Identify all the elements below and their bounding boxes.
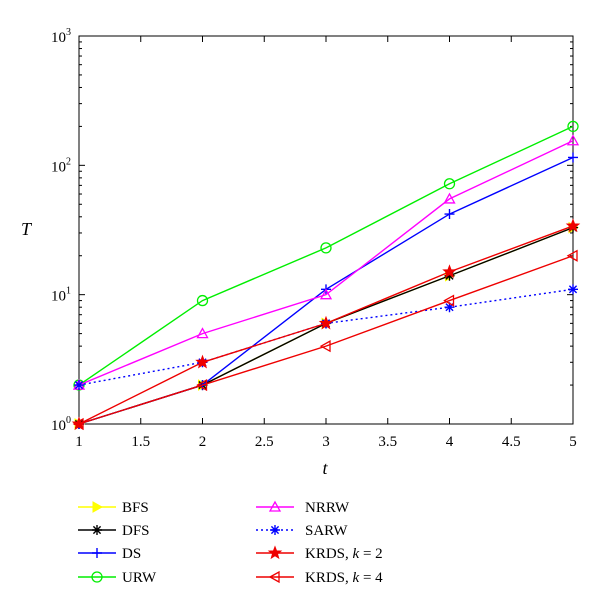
series-krds-k4	[72, 249, 578, 431]
y-tick-base: 10	[51, 289, 66, 305]
data-point	[442, 264, 457, 279]
legend-item: BFS	[78, 500, 149, 516]
data-point	[444, 302, 455, 313]
data-point	[444, 270, 455, 281]
legend-marker	[91, 571, 103, 583]
legend-item: NRRW	[256, 500, 350, 516]
legend-item: KRDS, k = 4	[256, 570, 383, 586]
y-tick-label: 101	[51, 286, 71, 305]
x-tick-label: 2.5	[255, 434, 274, 450]
x-tick-label: 1	[75, 434, 83, 450]
legend-label: DFS	[122, 523, 150, 539]
y-tick-base: 10	[51, 30, 66, 46]
legend-item: DS	[78, 546, 141, 562]
legend-marker	[270, 525, 280, 535]
y-tick-label: 100	[51, 415, 71, 434]
y-tick-base: 10	[51, 418, 66, 434]
data-point	[567, 120, 579, 133]
data-point	[72, 417, 84, 431]
y-tick-exp: 0	[66, 415, 71, 426]
y-tick-exp: 1	[66, 286, 71, 297]
series-line	[78, 140, 574, 386]
data-point	[74, 380, 84, 391]
x-axis-label: t	[322, 458, 328, 478]
legend-label: BFS	[122, 500, 149, 516]
legend-marker	[92, 525, 102, 535]
x-tick-label: 5	[569, 434, 577, 450]
legend-item: KRDS, k = 2	[256, 545, 383, 562]
y-tick-base: 10	[51, 159, 66, 175]
x-tick-label: 3.5	[378, 434, 397, 450]
data-point	[195, 354, 210, 369]
legend-marker	[267, 545, 283, 560]
data-point	[196, 327, 209, 339]
data-point	[568, 152, 578, 163]
legend-marker	[92, 501, 104, 513]
legend-item: SARW	[256, 523, 348, 539]
legend-marker	[92, 548, 102, 558]
plot-area	[78, 35, 574, 425]
data-point	[319, 340, 331, 353]
data-point	[196, 378, 208, 392]
legend-marker	[268, 570, 280, 584]
legend-label: NRRW	[305, 500, 350, 516]
y-tick-exp: 3	[66, 27, 71, 38]
y-tick-label: 103	[51, 27, 71, 46]
data-point	[318, 315, 334, 330]
y-tick-label: 102	[51, 156, 71, 175]
legend-label: KRDS, k = 2	[305, 546, 383, 562]
legend-label: DS	[122, 546, 141, 562]
y-axis-label: T	[21, 219, 33, 239]
data-point	[443, 178, 456, 190]
data-point	[443, 192, 456, 204]
x-tick-label: 1.5	[131, 434, 150, 450]
data-point	[443, 294, 455, 307]
data-point	[319, 288, 333, 300]
legend-marker	[268, 500, 282, 512]
series-line	[78, 125, 574, 386]
legend-item: DFS	[78, 523, 150, 539]
y-tick-exp: 2	[66, 156, 71, 167]
legend-label: SARW	[305, 523, 348, 539]
x-tick-label: 4	[446, 434, 454, 450]
data-point	[568, 284, 578, 295]
x-tick-label: 2	[199, 434, 207, 450]
x-tick-label: 3	[322, 434, 330, 450]
series-line	[78, 255, 574, 425]
legend: BFS DFS DS URW NRRW SARW KRDS, k = 2 KRDS, k = …	[78, 500, 383, 586]
x-tick-label: 4.5	[502, 434, 521, 450]
data-point	[565, 218, 581, 233]
series-layer	[71, 120, 581, 431]
legend-label: KRDS, k = 4	[305, 570, 383, 586]
legend-label: URW	[122, 570, 157, 586]
data-point	[566, 249, 578, 262]
data-point	[444, 209, 455, 220]
data-point	[320, 242, 332, 254]
data-point	[566, 134, 580, 146]
data-point	[196, 294, 209, 307]
legend-item: URW	[78, 570, 157, 586]
